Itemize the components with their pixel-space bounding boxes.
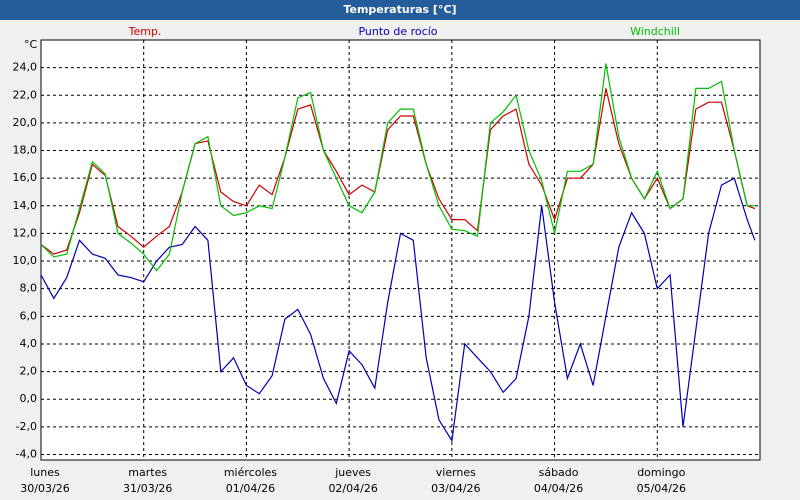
x-tick-label: miércoles 01/04/26: [223, 466, 277, 495]
legend-label: Temp.: [128, 25, 162, 38]
x-tick-label: lunes 30/03/26: [20, 466, 70, 495]
legend-label: Windchill: [630, 25, 680, 38]
y-tick-label: 4,0: [20, 337, 38, 350]
y-tick-label: 10,0: [13, 254, 38, 267]
title-bar: [0, 0, 800, 20]
x-tick-label: martes 31/03/26: [123, 466, 173, 495]
y-tick-label: 16,0: [13, 171, 38, 184]
y-tick-label: 12,0: [13, 226, 38, 239]
x-tick-label: domingo 05/04/26: [636, 466, 686, 495]
y-tick-label: 14,0: [13, 199, 38, 212]
series-line: [40, 63, 755, 272]
chart-title: Temperaturas [°C]: [343, 3, 456, 16]
y-tick-label: -2,0: [16, 420, 37, 433]
y-tick-label: 2,0: [20, 365, 38, 378]
plot-area: [40, 39, 761, 461]
y-tick-label: -4,0: [16, 447, 37, 460]
x-tick-label: jueves 02/04/26: [328, 466, 378, 495]
y-tick-label: 8,0: [20, 282, 38, 295]
y-tick-label: 22,0: [13, 88, 38, 101]
y-tick-label: 24,0: [13, 61, 38, 74]
x-tick-label: sábado 04/04/26: [533, 466, 584, 495]
y-tick-label: 6,0: [20, 309, 38, 322]
y-unit: °C: [24, 38, 38, 51]
y-tick-label: 20,0: [13, 116, 38, 129]
legend-label: Punto de rocío: [358, 25, 437, 38]
y-tick-label: 0,0: [20, 392, 38, 405]
x-tick-label: viernes 03/04/26: [431, 466, 481, 495]
series-line: [40, 177, 756, 443]
y-tick-label: 18,0: [13, 144, 38, 157]
